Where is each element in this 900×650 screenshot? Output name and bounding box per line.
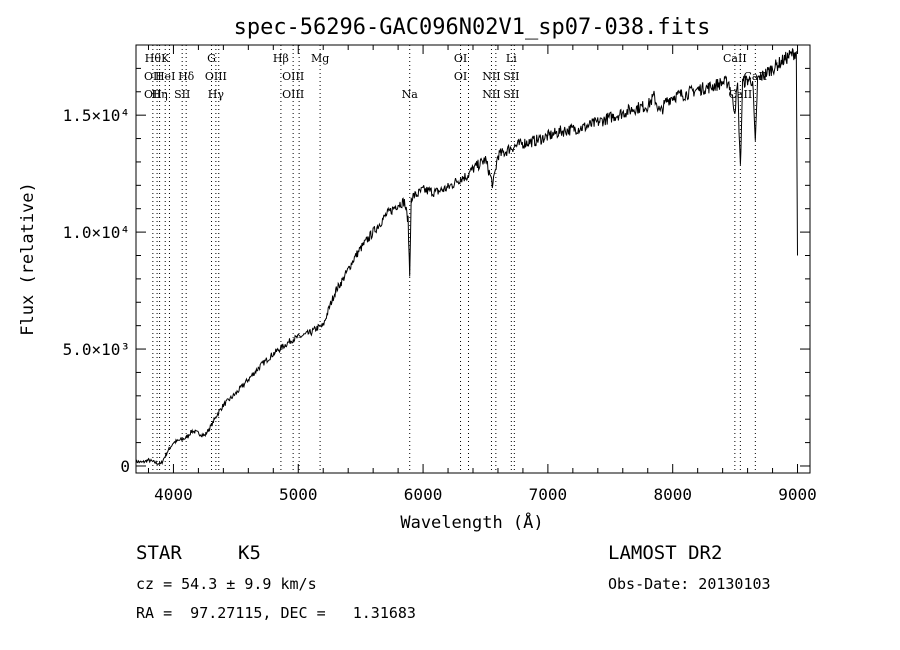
x-tick-label: 6000: [404, 485, 443, 504]
spectral-line-label: NII: [482, 70, 500, 83]
spectral-line-label: SII: [503, 88, 519, 101]
x-tick-label: 8000: [653, 485, 692, 504]
spectral-line-label: SII: [503, 70, 519, 83]
spectrum-line: [135, 48, 798, 466]
spectral-line-label: Na: [402, 88, 419, 101]
y-axis-label: Flux (relative): [18, 182, 38, 336]
spectral-line-markers: [152, 45, 756, 473]
axis-ticks: [136, 45, 810, 473]
spectral-line-label: K: [161, 52, 170, 65]
spectral-line-label: OIII: [205, 70, 227, 83]
y-tick-label: 5.0×10³: [63, 340, 130, 359]
spectral-line-label: Hδ: [178, 70, 195, 83]
redshift-velocity: cz = 54.3 ± 9.9 km/s: [136, 575, 317, 593]
spectral-line-label: Hγ: [208, 88, 225, 101]
object-type: STAR: [136, 542, 182, 564]
spectral-line-label: NII: [482, 88, 500, 101]
x-tick-labels: 4000 5000 6000 7000 8000 9000: [154, 485, 817, 504]
spectral-line-label: Hθ: [145, 52, 162, 65]
spectral-line-label: CaII: [723, 52, 747, 65]
coordinates: RA = 97.27115, DEC = 1.31683: [136, 604, 416, 622]
x-tick-label: 5000: [279, 485, 318, 504]
spectral-line-label: G: [207, 52, 216, 65]
y-tick-label: 0: [120, 457, 130, 476]
chart-title: spec-56296-GAC096N02V1_sp07-038.fits: [234, 15, 711, 40]
spectral-line-label: OIII: [282, 70, 304, 83]
spectral-line-label: OI: [454, 52, 467, 65]
survey-name: LAMOST DR2: [608, 542, 723, 564]
x-tick-label: 4000: [154, 485, 193, 504]
y-tick-label: 1.0×10⁴: [63, 223, 130, 242]
spectral-line-label: Hβ: [273, 52, 289, 65]
plot-frame: [135, 44, 811, 474]
spectral-line-label: OII: [144, 88, 162, 101]
spectral-line-label: CaII: [729, 88, 753, 101]
spectral-line-label: OIII: [282, 88, 304, 101]
y-tick-labels: 0 5.0×10³ 1.0×10⁴ 1.5×10⁴: [63, 106, 130, 476]
spectral-line-label: OI: [454, 70, 467, 83]
spectral-line-label: Mg: [311, 52, 329, 65]
spectral-line-label: OII: [144, 70, 162, 83]
y-tick-label: 1.5×10⁴: [63, 106, 130, 125]
spectral-line-label: HeI: [155, 70, 175, 83]
x-tick-label: 7000: [529, 485, 568, 504]
spectral-line-label: Li: [506, 52, 517, 65]
spectral-line-label: Hη: [151, 88, 167, 101]
x-axis-label: Wavelength (Å): [400, 511, 543, 533]
observation-date: Obs-Date: 20130103: [608, 575, 771, 593]
object-subclass: K5: [238, 542, 261, 564]
x-tick-label: 9000: [778, 485, 817, 504]
spectral-line-label: SII: [174, 88, 190, 101]
spectral-line-labels: HθOIIOIIHηKHeISIIHδGOIIIHγHβOIIIOIIIMgNa…: [144, 52, 767, 101]
